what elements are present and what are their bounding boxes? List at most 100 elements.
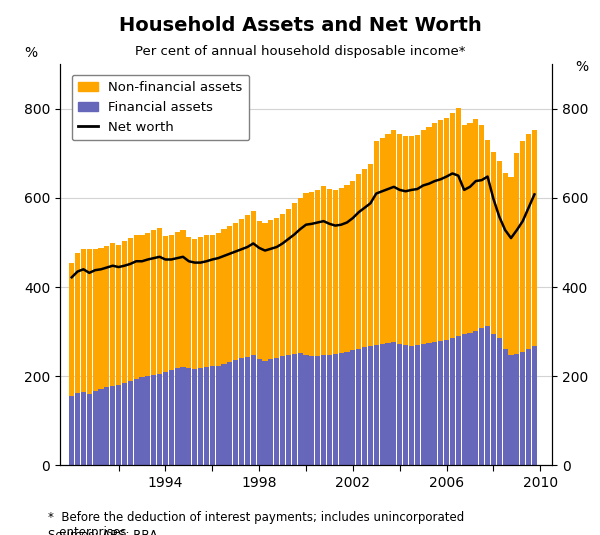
Bar — [380, 344, 385, 465]
Bar — [227, 226, 232, 362]
Bar — [485, 140, 490, 326]
Net worth — [349, 215, 356, 221]
Bar — [75, 393, 80, 465]
Bar — [204, 234, 209, 368]
Bar — [145, 233, 151, 376]
Bar — [110, 386, 115, 465]
Bar — [163, 372, 168, 465]
Bar — [233, 223, 238, 360]
Bar — [456, 336, 461, 465]
Line: Net worth: Net worth — [72, 173, 535, 277]
Bar — [257, 221, 262, 360]
Bar — [356, 174, 361, 349]
Bar — [338, 188, 344, 353]
Bar — [333, 354, 338, 465]
Bar — [497, 338, 502, 465]
Bar — [169, 370, 174, 465]
Bar — [110, 242, 115, 386]
Bar — [134, 379, 139, 465]
Bar — [274, 218, 279, 358]
Bar — [526, 134, 531, 349]
Bar — [427, 343, 431, 465]
Bar — [532, 129, 537, 346]
Bar — [397, 344, 402, 465]
Bar — [175, 368, 180, 465]
Bar — [327, 189, 332, 355]
Bar — [368, 346, 373, 465]
Bar — [163, 236, 168, 372]
Bar — [479, 125, 484, 328]
Bar — [508, 355, 514, 465]
Bar — [503, 172, 508, 349]
Bar — [338, 353, 344, 465]
Bar — [391, 341, 397, 465]
Bar — [169, 235, 174, 370]
Net worth — [68, 274, 76, 280]
Bar — [385, 343, 391, 465]
Bar — [409, 346, 414, 465]
Bar — [508, 177, 514, 355]
Bar — [438, 120, 443, 341]
Bar — [391, 129, 397, 341]
Bar — [514, 154, 520, 354]
Bar — [122, 383, 127, 465]
Bar — [456, 108, 461, 336]
Bar — [151, 376, 156, 465]
Bar — [344, 352, 350, 465]
Bar — [344, 185, 350, 352]
Bar — [75, 253, 80, 393]
Bar — [321, 355, 326, 465]
Bar — [280, 213, 285, 356]
Bar — [98, 248, 104, 389]
Bar — [98, 389, 104, 465]
Bar — [374, 141, 379, 345]
Bar — [304, 194, 308, 355]
Bar — [362, 169, 367, 347]
Bar — [485, 326, 490, 465]
Bar — [69, 263, 74, 396]
Bar — [520, 352, 525, 465]
Bar — [421, 130, 426, 344]
Bar — [432, 123, 437, 341]
Bar — [497, 161, 502, 338]
Text: *  Before the deduction of interest payments; includes unincorporated
   enterpr: * Before the deduction of interest payme… — [48, 511, 464, 535]
Bar — [245, 357, 250, 465]
Bar — [81, 392, 86, 465]
Bar — [461, 125, 467, 334]
Bar — [380, 138, 385, 344]
Bar — [181, 368, 185, 465]
Bar — [315, 356, 320, 465]
Bar — [239, 358, 244, 465]
Bar — [491, 334, 496, 465]
Bar — [520, 141, 525, 352]
Bar — [304, 355, 308, 465]
Bar — [491, 152, 496, 334]
Bar — [210, 366, 215, 465]
Bar — [122, 241, 127, 383]
Bar — [186, 368, 191, 465]
Bar — [298, 353, 303, 465]
Bar — [467, 123, 473, 333]
Bar — [461, 334, 467, 465]
Bar — [204, 368, 209, 465]
Bar — [268, 360, 274, 465]
Bar — [350, 181, 355, 350]
Bar — [181, 230, 185, 368]
Bar — [356, 349, 361, 465]
Bar — [198, 368, 203, 465]
Bar — [139, 234, 145, 377]
Bar — [81, 249, 86, 392]
Bar — [415, 135, 420, 345]
Bar — [139, 377, 145, 465]
Bar — [350, 350, 355, 465]
Bar — [362, 347, 367, 465]
Bar — [286, 355, 291, 465]
Bar — [192, 239, 197, 369]
Bar — [444, 118, 449, 340]
Net worth — [367, 200, 374, 207]
Bar — [327, 355, 332, 465]
Bar — [69, 396, 74, 465]
Text: Household Assets and Net Worth: Household Assets and Net Worth — [119, 16, 481, 35]
Bar — [514, 354, 520, 465]
Bar — [186, 236, 191, 368]
